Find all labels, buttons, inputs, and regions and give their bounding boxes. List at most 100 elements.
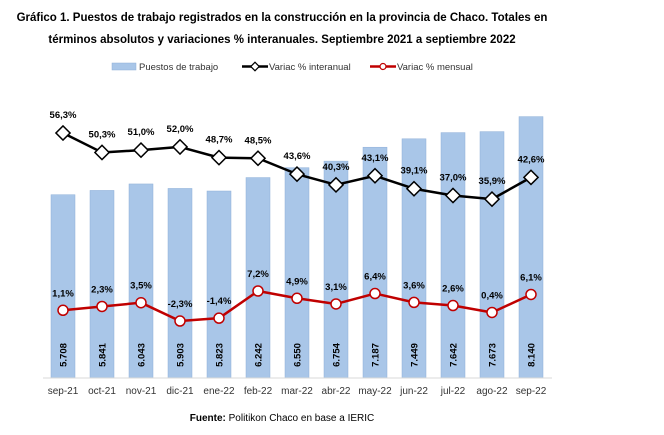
bar-value-label: 6.043 <box>137 343 148 367</box>
mensual-point <box>174 315 186 327</box>
source-text: Politikon Chaco en base a IERIC <box>226 413 374 424</box>
bar <box>167 188 193 379</box>
bar <box>401 138 427 379</box>
chart-title-line2: términos absolutos y variaciones % inter… <box>48 34 515 46</box>
interanual-value-label: 39,1% <box>401 166 428 177</box>
interanual-point <box>249 150 267 167</box>
x-tick-label: nov-21 <box>126 386 157 397</box>
bar-value-label: 8.140 <box>527 343 538 367</box>
bar-value-label: 7.642 <box>449 343 460 367</box>
mensual-point <box>447 299 459 312</box>
x-tick-label: jul-22 <box>440 386 466 397</box>
x-tick-label: ene-22 <box>203 386 235 397</box>
bar <box>440 132 466 379</box>
x-tick-label: mar-22 <box>281 386 313 397</box>
interanual-value-label: 35,9% <box>479 176 506 187</box>
x-tick-label: jun-22 <box>399 386 428 397</box>
bar-value-label: 5.708 <box>59 343 70 367</box>
x-tick-label: sep-22 <box>516 386 547 397</box>
interanual-point <box>210 149 228 166</box>
bar <box>128 183 154 379</box>
bar-value-label: 7.187 <box>371 343 382 367</box>
bar-value-label: 5.841 <box>98 342 109 366</box>
interanual-point <box>288 166 306 183</box>
mensual-value-label: 6,4% <box>364 272 386 283</box>
interanual-value-label: 37,0% <box>440 173 467 184</box>
legend-marker-mensual <box>379 62 387 71</box>
interanual-point <box>522 169 540 186</box>
interanual-point <box>444 187 462 204</box>
interanual-value-label: 43,6% <box>284 151 311 162</box>
x-tick-label: ago-22 <box>476 386 508 397</box>
interanual-point <box>171 138 189 156</box>
mensual-value-label: 2,3% <box>91 284 113 295</box>
mensual-value-label: 3,5% <box>130 281 152 292</box>
interanual-value-label: 51,0% <box>128 127 155 138</box>
interanual-point <box>483 190 501 208</box>
mensual-value-label: -1,4% <box>207 296 232 307</box>
bar-value-label: 5.903 <box>176 343 187 367</box>
interanual-value-label: 48,5% <box>245 135 272 146</box>
interanual-value-label: 48,7% <box>206 135 233 146</box>
source-label: Fuente: <box>190 413 226 424</box>
interanual-point <box>54 124 72 142</box>
legend: Puestos de trabajo Variac % interanual Var… <box>111 61 473 73</box>
x-tick-label: may-22 <box>358 386 392 397</box>
source-note: Fuente: Politikon Chaco en base a IERIC <box>190 413 375 424</box>
mensual-point <box>57 304 69 317</box>
mensual-point <box>96 300 108 313</box>
interanual-value-label: 42,6% <box>518 154 545 165</box>
chart-title-line1: Gráfico 1. Puestos de trabajo registrado… <box>17 12 548 24</box>
legend-marker-interanual <box>249 61 261 72</box>
mensual-value-label: 1,1% <box>52 288 74 299</box>
interanual-point <box>366 167 384 184</box>
mensual-point <box>408 296 420 309</box>
mensual-point <box>525 288 537 301</box>
interanual-point <box>327 176 345 193</box>
legend-swatch-puestos <box>111 62 137 71</box>
mensual-value-label: 2,6% <box>442 284 464 295</box>
interanual-value-label: 50,3% <box>89 129 116 140</box>
mensual-point <box>330 298 342 310</box>
bar <box>284 167 310 379</box>
mensual-value-label: 4,9% <box>286 276 308 287</box>
mensual-value-label: 3,1% <box>325 282 347 293</box>
interanual-value-label: 52,0% <box>167 124 194 135</box>
bar-value-label: 6.550 <box>293 343 304 367</box>
interanual-point <box>132 142 150 159</box>
mensual-value-label: 3,6% <box>403 280 425 291</box>
interanual-value-label: 43,1% <box>362 153 389 164</box>
mensual-value-label: -2,3% <box>168 299 193 310</box>
interanual-point <box>93 144 111 161</box>
x-tick-label: feb-22 <box>244 386 273 397</box>
bar <box>245 177 271 379</box>
mensual-point <box>135 296 147 309</box>
interanual-value-label: 56,3% <box>50 110 77 121</box>
bar <box>206 190 232 379</box>
mensual-point <box>486 306 498 319</box>
bar <box>89 190 115 379</box>
bar-value-label: 7.673 <box>488 343 499 367</box>
bar <box>479 131 505 379</box>
legend-label-mensual: Variac % mensual <box>397 62 473 73</box>
bar-value-label: 6.242 <box>254 343 265 367</box>
legend-label-puestos: Puestos de trabajo <box>139 62 218 73</box>
mensual-point <box>369 287 381 300</box>
legend-label-interanual: Variac % interanual <box>269 62 351 73</box>
x-tick-label: sep-21 <box>48 386 79 397</box>
bar <box>518 116 544 379</box>
mensual-point <box>213 312 225 324</box>
mensual-value-label: 0,4% <box>481 290 503 301</box>
bar <box>50 194 76 379</box>
mensual-value-label: 6,1% <box>520 272 542 283</box>
mensual-point <box>252 285 264 297</box>
mensual-value-label: 7,2% <box>247 269 269 280</box>
bar-value-label: 5.823 <box>215 343 226 367</box>
x-tick-label: dic-21 <box>166 386 194 397</box>
x-tick-label: abr-22 <box>322 386 351 397</box>
x-tick-label: oct-21 <box>88 386 116 397</box>
mensual-point <box>291 292 303 305</box>
bar-value-label: 7.449 <box>410 343 421 367</box>
interanual-point <box>405 180 423 197</box>
